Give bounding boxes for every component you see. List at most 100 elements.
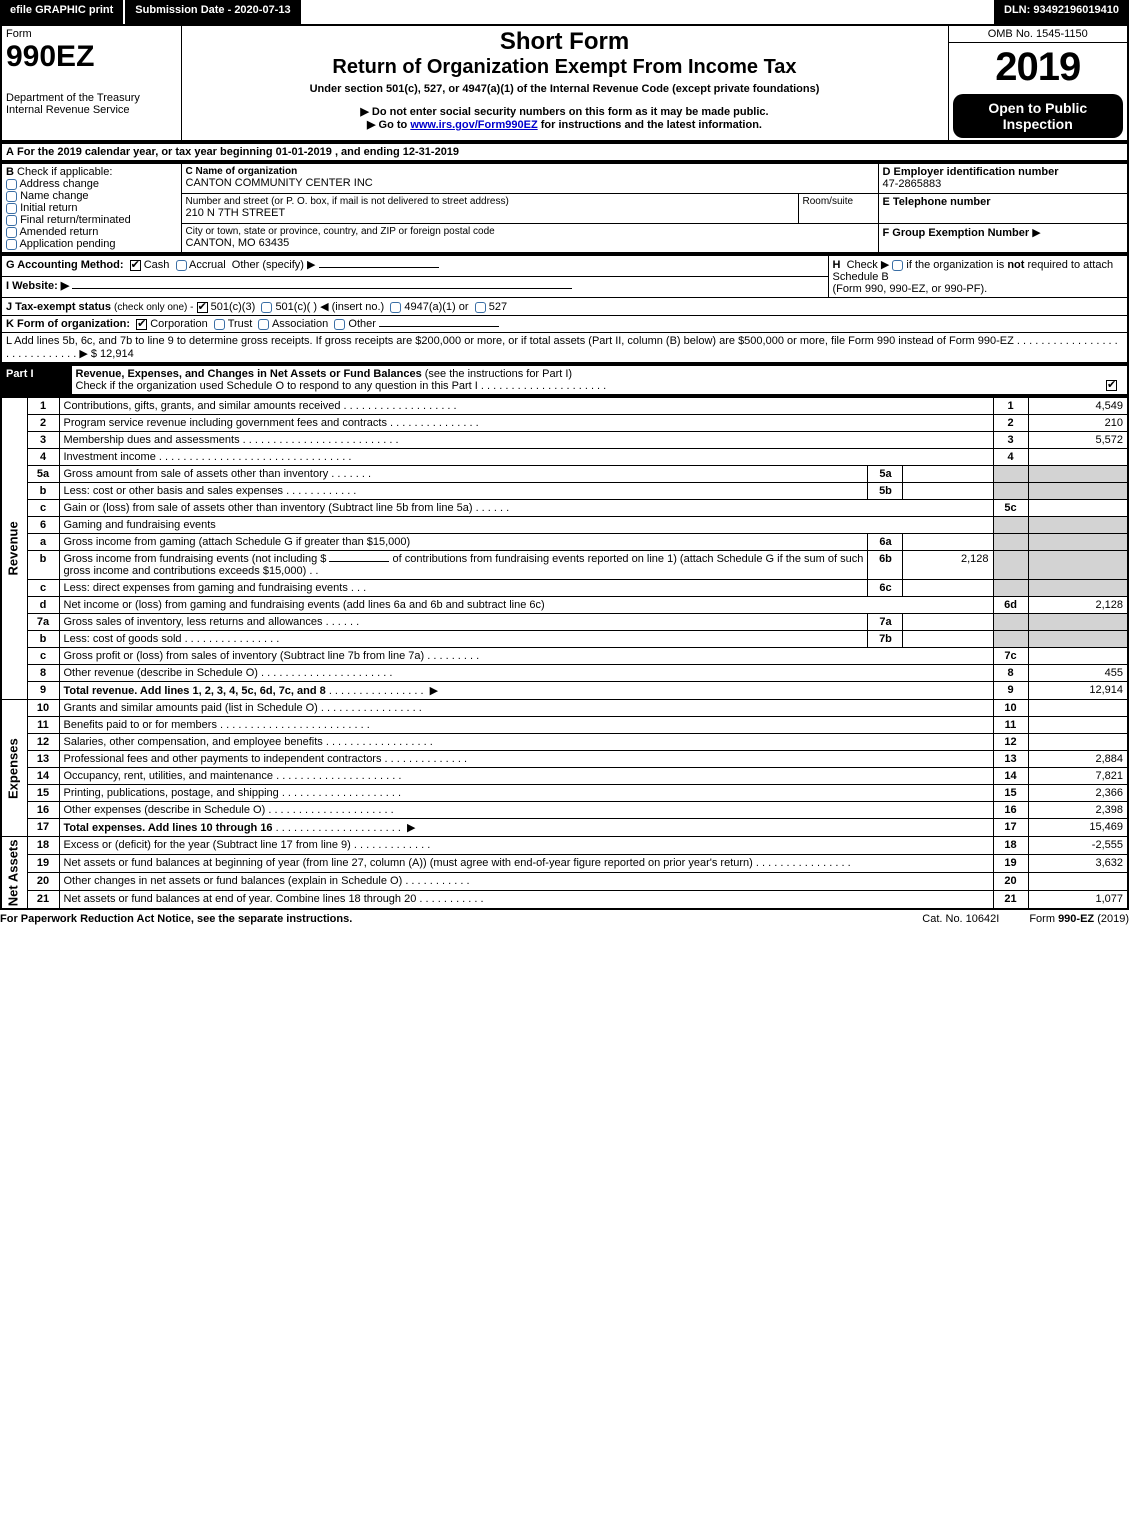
b-opt-5: Application pending (19, 238, 115, 250)
footer-mid: Cat. No. 10642I (892, 913, 1029, 925)
b-opt-0: Address change (19, 178, 99, 190)
part1-badge: Part I (1, 365, 71, 395)
l6b-sub: 2,128 (903, 551, 993, 580)
accrual-label: Accrual (189, 259, 226, 271)
schedule-o-checkbox[interactable] (1106, 380, 1117, 391)
l16-desc: Other expenses (describe in Schedule O) (64, 804, 266, 816)
l16-num: 16 (27, 802, 59, 819)
city-value: CANTON, MO 63435 (186, 237, 874, 249)
efile-print-button[interactable]: efile GRAPHIC print (0, 0, 125, 24)
l14-desc: Occupancy, rent, utilities, and maintena… (64, 770, 274, 782)
open-inspection-badge: Open to Public Inspection (953, 94, 1124, 138)
l5b-sub (903, 483, 993, 500)
name-change-checkbox[interactable] (6, 191, 17, 202)
l13-rn: 13 (993, 751, 1028, 768)
l21-num: 21 (27, 890, 59, 908)
l5a-desc: Gross amount from sale of assets other t… (64, 468, 329, 480)
l20-amt (1028, 872, 1128, 890)
corporation-checkbox[interactable] (136, 319, 147, 330)
l21-rn: 21 (993, 890, 1028, 908)
l6c-num: c (27, 580, 59, 597)
l5a-sub (903, 466, 993, 483)
accrual-checkbox[interactable] (176, 260, 187, 271)
l7a-shade2 (1028, 614, 1128, 631)
l6b-num: b (27, 551, 59, 580)
l5b-shade (993, 483, 1028, 500)
line-j-label: J Tax-exempt status (6, 301, 111, 313)
check-if-label: Check if applicable: (17, 166, 112, 178)
arrow-icon: ▶ (1032, 227, 1040, 239)
l19-num: 19 (27, 854, 59, 872)
short-form-title: Short Form (186, 28, 944, 56)
l10-num: 10 (27, 700, 59, 717)
schedule-b-checkbox[interactable] (892, 260, 903, 271)
final-return-checkbox[interactable] (6, 215, 17, 226)
part1-grid: Revenue 1 Contributions, gifts, grants, … (0, 396, 1129, 910)
l20-num: 20 (27, 872, 59, 890)
l6b-shade2 (1028, 551, 1128, 580)
other-method-input[interactable] (319, 267, 439, 268)
l4-num: 4 (27, 449, 59, 466)
527-checkbox[interactable] (475, 302, 486, 313)
form-word: Form (6, 28, 177, 40)
irs-link[interactable]: www.irs.gov/Form990EZ (410, 119, 537, 131)
amended-return-checkbox[interactable] (6, 227, 17, 238)
j-o3: 4947(a)(1) or (404, 301, 468, 313)
irs-label: Internal Revenue Service (6, 104, 177, 116)
other-org-input[interactable] (379, 326, 499, 327)
l6b-shade (993, 551, 1028, 580)
l20-desc: Other changes in net assets or fund bala… (64, 875, 403, 887)
l6-shade2 (1028, 517, 1128, 534)
l5c-num: c (27, 500, 59, 517)
l15-rn: 15 (993, 785, 1028, 802)
l7c-desc: Gross profit or (loss) from sales of inv… (64, 650, 425, 662)
website-input[interactable] (72, 288, 572, 289)
4947-checkbox[interactable] (390, 302, 401, 313)
cash-checkbox[interactable] (130, 260, 141, 271)
l8-num: 8 (27, 665, 59, 682)
l6b-blank[interactable] (329, 561, 389, 562)
j-o2: 501(c)( ) (275, 301, 317, 313)
l7a-sub (903, 614, 993, 631)
l5a-num: 5a (27, 466, 59, 483)
tax-year: 2019 (953, 45, 1124, 90)
501c-checkbox[interactable] (261, 302, 272, 313)
return-title: Return of Organization Exempt From Incom… (186, 56, 944, 79)
trust-checkbox[interactable] (214, 319, 225, 330)
subtitle: Under section 501(c), 527, or 4947(a)(1)… (186, 83, 944, 95)
l1-num: 1 (27, 397, 59, 415)
footer-right-form: 990-EZ (1058, 913, 1094, 925)
l19-desc: Net assets or fund balances at beginning… (64, 857, 753, 869)
l6-desc: Gaming and fundraising events (59, 517, 993, 534)
footer-left: For Paperwork Reduction Act Notice, see … (0, 913, 892, 925)
l2-num: 2 (27, 415, 59, 432)
l2-amt: 210 (1028, 415, 1128, 432)
501c3-checkbox[interactable] (197, 302, 208, 313)
l10-amt (1028, 700, 1128, 717)
expenses-section-label: Expenses (1, 700, 27, 837)
l6c-shade (993, 580, 1028, 597)
address-change-checkbox[interactable] (6, 179, 17, 190)
l6d-num: d (27, 597, 59, 614)
form-header-table: Form 990EZ Department of the Treasury In… (0, 24, 1129, 142)
b-opt-2: Initial return (20, 202, 77, 214)
application-pending-checkbox[interactable] (6, 239, 17, 250)
k-1: Trust (228, 318, 253, 330)
revenue-section-label: Revenue (1, 397, 27, 700)
l7c-rn: 7c (993, 648, 1028, 665)
l5b-desc: Less: cost or other basis and sales expe… (64, 485, 284, 497)
arrow-icon: ▶ (360, 106, 372, 118)
goto-post: for instructions and the latest informat… (541, 119, 762, 131)
goto-pre: Go to (379, 119, 411, 131)
other-org-checkbox[interactable] (334, 319, 345, 330)
l17-num: 17 (27, 819, 59, 837)
initial-return-checkbox[interactable] (6, 203, 17, 214)
association-checkbox[interactable] (258, 319, 269, 330)
dln-label: DLN: 93492196019410 (994, 0, 1129, 24)
l13-num: 13 (27, 751, 59, 768)
l6a-sub (903, 534, 993, 551)
l6d-rn: 6d (993, 597, 1028, 614)
l3-num: 3 (27, 432, 59, 449)
dept-label: Department of the Treasury (6, 92, 177, 104)
l6d-desc: Net income or (loss) from gaming and fun… (59, 597, 993, 614)
